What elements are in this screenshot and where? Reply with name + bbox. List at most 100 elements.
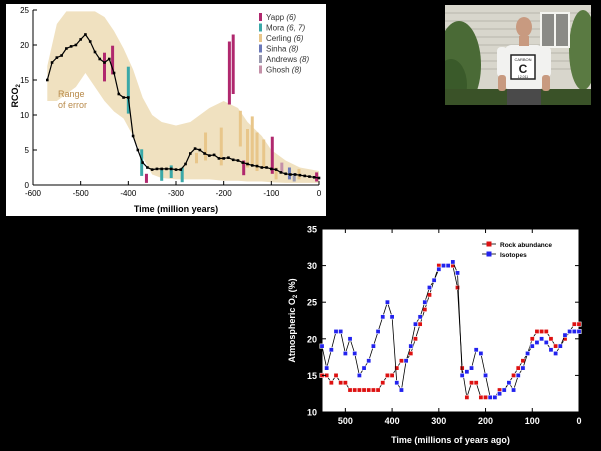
isotopes-point [539,336,545,342]
legend-label-cerling: Cerling (6) [266,34,304,43]
shirt-top-text: CARBON [514,57,531,62]
rco2-point [174,168,178,171]
isotopes-point [445,263,451,269]
isotopes-point [384,299,390,305]
isotopes-point [455,270,461,276]
proxy-bar-cerling [250,116,254,164]
proxy-bar-cerling [246,129,249,168]
legend-label-yapp: Yapp (6) [266,13,296,22]
y-axis-label-subscript: 2 [16,84,22,88]
proxy-bar-cerling [219,127,223,166]
legend-label-rock-abundance: Rock abundance [500,242,552,249]
rock-abundance-point [347,387,353,393]
isotopes-point [515,372,521,378]
band-label-line2: of error [58,100,87,110]
rco2-point [55,56,59,59]
y-tick-label: 35 [307,225,317,235]
x-tick-label: 200 [478,416,493,426]
rock-abundance-point [478,394,484,400]
proxy-bar-mora [180,167,184,183]
proxy-bar-yapp [270,136,274,174]
isotopes-point [333,328,339,334]
isotopes-point [497,391,503,397]
rco2-point [136,148,140,152]
rock-abundance-point [361,387,367,393]
rco2-point [208,154,211,157]
legend-label-isotopes: Isotopes [500,252,527,259]
rco2-point [203,152,206,155]
isotopes-point [576,328,582,334]
isotopes-point [328,347,334,353]
isotopes-point [324,365,330,371]
legend-ref: (6) [294,34,304,43]
rock-abundance-point [571,321,577,327]
y-tick-label: 30 [307,261,317,271]
rco2-point [236,159,240,162]
isotopes-point [352,350,358,356]
rco2-point [150,168,154,171]
rock-abundance-point [455,285,461,291]
legend-ref: (8) [289,45,299,54]
isotopes-point [431,277,437,283]
rock-abundance-point [338,380,344,386]
rco2-point [122,96,125,99]
rock-abundance-point [529,336,535,342]
y-tick-label: 10 [307,408,317,418]
legend-label-andrews: Andrews (8) [266,55,309,64]
rock-abundance-point [389,372,395,378]
rco2-point [46,78,49,82]
isotopes-point [398,387,404,393]
legend-marker-isotopes [486,251,492,257]
isotopes-point [408,343,414,349]
rco2-point [312,176,316,179]
y-axis-label: RCO2 [10,84,22,108]
rco2-point [212,153,216,157]
proxy-bar-cerling [255,132,259,171]
rco2-point [298,173,302,177]
isotopes-point [426,285,432,291]
rco2-point [274,168,278,171]
y-tick-label: 5 [25,146,30,155]
rock-abundance-point [469,380,475,386]
rco2-point [131,134,135,138]
rco2-point [60,54,63,57]
rco2-point [270,167,273,171]
isotopes-point [366,358,372,364]
rco2-point [146,166,149,169]
proxy-bar-cerling [204,132,208,161]
rco2-point [293,173,297,176]
proxy-bar-andrews [292,173,296,182]
isotopes-point [520,365,526,371]
proxy-bar-cerling [238,110,242,147]
legend-swatch-yapp [259,13,262,21]
isotopes-point [567,328,573,334]
y-tick-label: 0 [25,181,30,190]
rock-abundance-point [370,387,376,393]
legend-ref: (8) [292,66,302,75]
isotopes-point [511,387,517,393]
rco2-point [112,71,116,75]
y-tick-label: 20 [20,41,29,50]
rco2-point [241,161,245,164]
band-label-line1: Range [58,89,85,99]
rock-abundance-point [534,328,540,334]
proxy-bar-yapp [103,52,106,82]
proxy-bar-cerling [262,139,266,168]
rock-abundance-point [366,387,372,393]
x-axis-label: Time (million years) [134,204,218,214]
oxygen-chart: 10 15 20 25 30 35 500 400 300 200 100 0 Atmospheric … [287,225,582,446]
x-tick-label: -300 [168,189,185,198]
isotopes-point [534,339,540,345]
isotopes-point [347,336,353,342]
rco2-point [79,38,82,41]
rco2-point [93,50,97,54]
rock-abundance-point [333,372,339,378]
rco2-point [279,171,283,174]
rock-abundance-point [515,365,521,371]
rock-abundance-point [356,387,362,393]
rco2-point [193,147,197,150]
legend-label-mora: Mora (6, 7) [266,24,305,33]
legend-swatch-andrews [259,55,262,63]
legend-label-ghosh: Ghosh (8) [266,66,302,75]
proxy-bar-yapp [242,160,246,176]
